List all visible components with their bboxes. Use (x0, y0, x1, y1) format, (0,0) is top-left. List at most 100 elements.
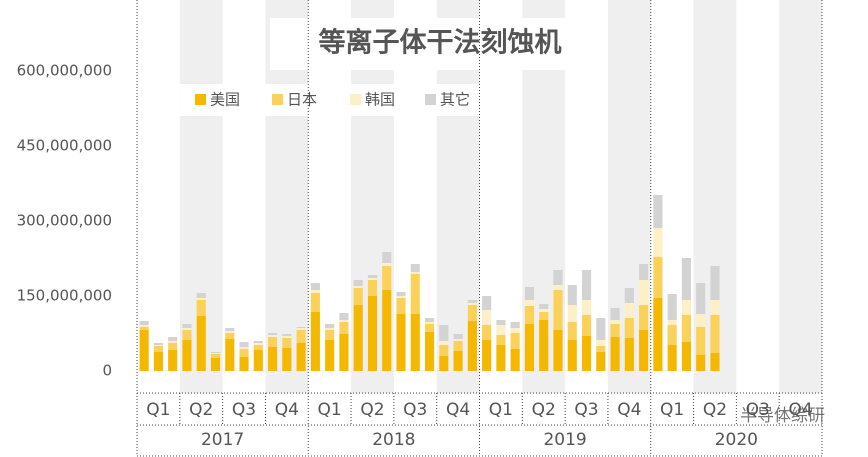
bar-segment (325, 330, 335, 340)
bar-segment (710, 353, 720, 371)
bar-segment (253, 350, 263, 371)
bar-segment (196, 316, 206, 371)
bar-segment (239, 357, 249, 371)
bar-segment (225, 331, 235, 333)
bar-segment (410, 274, 420, 314)
quarter-label: Q3 (574, 400, 598, 420)
watermark: 半导体综研 (740, 406, 825, 426)
quarter-label: Q2 (532, 400, 556, 420)
bar-segment (182, 328, 192, 330)
bar-segment (624, 288, 634, 303)
bar-segment (453, 341, 463, 351)
quarter-label: Q2 (189, 400, 213, 420)
bar-segment (439, 356, 449, 371)
bar-segment (182, 340, 192, 371)
bar-segment (539, 304, 549, 309)
bar-segment (639, 264, 649, 280)
bar-segment (596, 352, 606, 371)
bar-segment (667, 294, 677, 320)
chart-title: 等离子体干法刻蚀机 (319, 27, 562, 59)
bar-segment (382, 290, 392, 371)
year-label: 2018 (372, 430, 415, 450)
bar-segment (496, 335, 506, 345)
legend-swatch (350, 94, 361, 105)
bar-segment (439, 325, 449, 341)
bar-segment (382, 266, 392, 290)
bar-segment (510, 328, 520, 333)
bar-segment (581, 336, 592, 371)
y-tick-label: 150,000,000 (17, 287, 112, 305)
quarter-band (779, 0, 822, 393)
bar-segment (168, 350, 178, 371)
bar-segment (153, 346, 163, 352)
bar-segment (553, 290, 563, 330)
bar-segment (453, 334, 463, 339)
bar-segment (296, 343, 306, 371)
bar-segment (524, 287, 535, 300)
bar-segment (210, 358, 221, 371)
bar-segment (524, 300, 535, 306)
bar-segment (539, 312, 549, 320)
quarter-label: Q4 (446, 400, 470, 420)
quarter-label: Q1 (146, 400, 170, 420)
bar-segment (282, 348, 292, 371)
bar-segment (410, 264, 420, 272)
bar-segment (453, 351, 463, 371)
bar-segment (139, 325, 149, 327)
bar-segment (325, 340, 335, 371)
bar-segment (510, 349, 520, 371)
bar-segment (310, 293, 320, 312)
bar-segment (696, 355, 706, 371)
quarter-label: Q3 (232, 400, 256, 420)
bar-segment (610, 308, 620, 320)
bar-segment (610, 337, 620, 371)
bar-segment (482, 296, 492, 310)
bar-segment (367, 275, 378, 278)
bar-segment (310, 312, 320, 371)
bar-segment (539, 320, 549, 371)
bar-segment (296, 327, 306, 328)
bar-segment (239, 349, 249, 357)
year-label: 2020 (715, 430, 758, 450)
bar-segment (239, 342, 249, 347)
bar-segment (567, 285, 577, 305)
bar-segment (139, 321, 149, 325)
bar-segment (524, 306, 535, 324)
bar-segment (382, 252, 392, 263)
bar-segment (524, 324, 535, 371)
bar-segment (210, 353, 221, 354)
bar-segment (653, 298, 663, 371)
bar-segment (482, 325, 492, 340)
bar-segment (196, 298, 206, 300)
bar-segment (282, 334, 292, 336)
bar-segment (439, 341, 449, 345)
bar-segment (496, 320, 506, 325)
bar-segment (696, 327, 706, 355)
bar-segment (253, 345, 263, 350)
bar-segment (424, 322, 435, 324)
bar-segment (210, 352, 221, 353)
bar-segment (510, 322, 520, 328)
bar-segment (710, 266, 720, 300)
bar-segment (596, 346, 606, 352)
bar-segment (168, 343, 178, 350)
bar-segment (667, 325, 677, 345)
bar-segment (624, 338, 634, 371)
bar-segment (153, 352, 163, 371)
bar-segment (453, 339, 463, 341)
title-bg (270, 18, 600, 70)
bar-segment (553, 270, 563, 285)
bar-segment (424, 324, 435, 332)
bar-segment (396, 314, 406, 371)
bar-segment (639, 305, 649, 330)
bar-segment (567, 322, 577, 340)
bar-segment (667, 345, 677, 371)
bar-segment (696, 283, 706, 314)
bar-segment (310, 283, 320, 290)
bar-segment (353, 288, 363, 305)
bar-segment (196, 300, 206, 316)
bar-segment (667, 320, 677, 325)
quarter-label: Q1 (318, 400, 342, 420)
legend-swatch (425, 94, 436, 105)
legend-label: 美国 (210, 91, 240, 109)
